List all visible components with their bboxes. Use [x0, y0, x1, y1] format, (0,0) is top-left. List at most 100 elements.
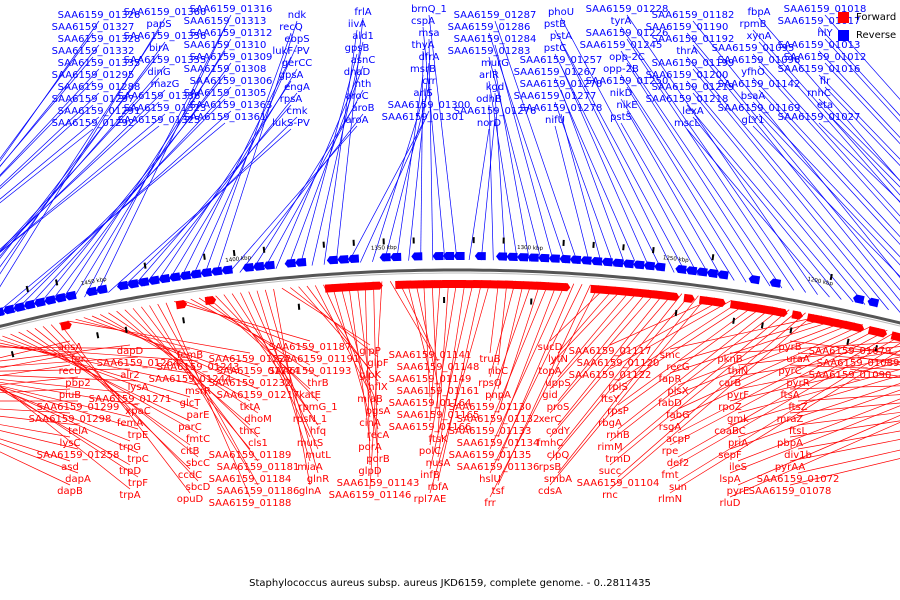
forward-gene-label: lysA [128, 382, 149, 393]
forward-gene-label: hfq [310, 426, 326, 437]
forward-gene-label: SAA6159_01120 [577, 358, 660, 369]
reverse-gene-label: pstS [610, 112, 632, 123]
forward-gene-label: SAA6159_01072 [757, 474, 840, 485]
forward-gene-label: rpmG_1 [298, 402, 337, 413]
reverse-feature [85, 287, 97, 297]
reverse-gene-label: frlA [354, 7, 371, 18]
forward-gene-label: thiN [728, 366, 749, 377]
reverse-gene-label: arlS [413, 88, 432, 99]
reverse-gene-label: kgd [486, 82, 505, 93]
reverse-feature [622, 259, 634, 268]
gc-tick [183, 317, 184, 323]
forward-gene-label: glpK [359, 370, 381, 381]
reverse-gene-label: nikE [616, 100, 637, 111]
forward-gene-label: katE [299, 390, 321, 401]
forward-gene-label: smbA [544, 474, 572, 485]
reverse-gene-label: odhB [476, 94, 502, 105]
reverse-gene-label: SAA6159_01286 [448, 22, 531, 33]
reverse-gene-label: opp-2C [609, 52, 645, 63]
forward-gene-label: xerC [539, 414, 562, 425]
position-tick-label: 1400 kbp [225, 255, 252, 264]
gc-tick [56, 280, 57, 286]
reverse-feature [748, 275, 760, 285]
forward-gene-label: sepF [718, 450, 742, 461]
forward-connector [618, 313, 806, 477]
forward-gene-label: lspA [719, 474, 740, 485]
reverse-connector [627, 111, 722, 279]
forward-gene-label: parC [178, 422, 202, 433]
forward-gene-label: fmt [661, 470, 678, 481]
reverse-feature [867, 297, 879, 307]
forward-gene-label: piuB [59, 390, 81, 401]
map-caption: Staphylococcus aureus subsp. aureus JKD6… [0, 578, 900, 589]
forward-gene-label: SAA6159_01090 [809, 370, 892, 381]
forward-gene-label: pyrR [786, 378, 809, 389]
forward-gene-label: msrR [185, 386, 211, 397]
reverse-feature [116, 281, 128, 291]
gc-tick [97, 332, 98, 338]
reverse-gene-label: msa [418, 28, 439, 39]
forward-gene-label: fer [71, 354, 86, 365]
forward-gene-label: SAA6159_01132 [457, 414, 540, 425]
forward-gene-label: thrB [307, 378, 328, 389]
reverse-feature [242, 263, 254, 272]
forward-connector [738, 366, 900, 486]
forward-gene-label: porB [366, 454, 390, 465]
genome-map-view: 1100 kbp1150 kbp1200 kbp1250 kbp1300 kbp… [0, 0, 900, 600]
forward-gene-label: uraA [786, 354, 810, 365]
forward-connector [174, 302, 310, 342]
forward-gene-label: SAA6159_01271 [89, 394, 172, 405]
forward-gene-label: SAA6159_01104 [577, 478, 660, 489]
reverse-gene-label: opp-2B [603, 64, 639, 75]
forward-gene-label: rnhB [606, 430, 630, 441]
forward-gene-label: alr2 [120, 370, 139, 381]
reverse-gene-label: SAA6159_01283 [448, 46, 531, 57]
reverse-gene-label: nifU [545, 115, 565, 126]
forward-gene-label: parE [187, 410, 210, 421]
forward-gene-label: trpA [119, 490, 140, 501]
reverse-feature [717, 270, 729, 279]
forward-gene-label: glpF [367, 358, 388, 369]
forward-gene-label: codY [546, 426, 571, 437]
reverse-feature [580, 256, 592, 265]
reverse-feature [852, 294, 864, 304]
gc-tick [299, 304, 300, 310]
forward-gene-label: pyrE [727, 486, 750, 497]
reverse-feature [179, 271, 191, 280]
reverse-connector [0, 126, 159, 352]
forward-gene-label: sun [669, 482, 687, 493]
forward-gene-label: mraZ [777, 414, 804, 425]
reverse-gene-label: SAA6159_01277 [514, 91, 597, 102]
forward-gene-label: trpG [119, 442, 141, 453]
reverse-feature [591, 257, 603, 266]
forward-gene-label: SAA6159_01188 [209, 498, 292, 509]
reverse-connector [348, 123, 423, 263]
forward-gene-label: clpQ [547, 450, 570, 461]
forward-gene-label: proS [547, 402, 570, 413]
forward-gene-label: SAA6159_01217 [217, 390, 300, 401]
forward-gene-label: rplS [608, 382, 628, 393]
reverse-gene-label: xynA [746, 31, 771, 42]
reverse-gene-label: lexA [682, 106, 704, 117]
reverse-gene-label: SAA6159_01228 [586, 4, 669, 15]
reverse-gene-label: SAA6159_01270 [520, 79, 603, 90]
gc-tick [27, 286, 28, 292]
forward-gene-label: SAA6159_01191 [277, 354, 360, 365]
forward-gene-label: rpsB [539, 462, 562, 473]
forward-gene-label: trpC [127, 454, 148, 465]
reverse-gene-label: ald1 [352, 31, 374, 42]
reverse-feature [390, 253, 401, 261]
forward-gene-label: miaB [357, 394, 383, 405]
reverse-feature [633, 260, 645, 269]
forward-gene-label: SAA6159_01079 [809, 346, 892, 357]
reverse-gene-label: pstC [544, 43, 566, 54]
forward-gene-label: recU [59, 366, 82, 377]
forward-gene-label: SAA6159_01232 [209, 378, 292, 389]
reverse-gene-label: cmk [286, 106, 307, 117]
reverse-gene-label: recQ [279, 22, 303, 33]
forward-gene-label: rpsO [478, 378, 502, 389]
reverse-feature [643, 261, 655, 270]
reverse-feature [559, 255, 570, 264]
reverse-feature [612, 258, 624, 267]
legend-label-reverse: Reverse [856, 30, 896, 41]
